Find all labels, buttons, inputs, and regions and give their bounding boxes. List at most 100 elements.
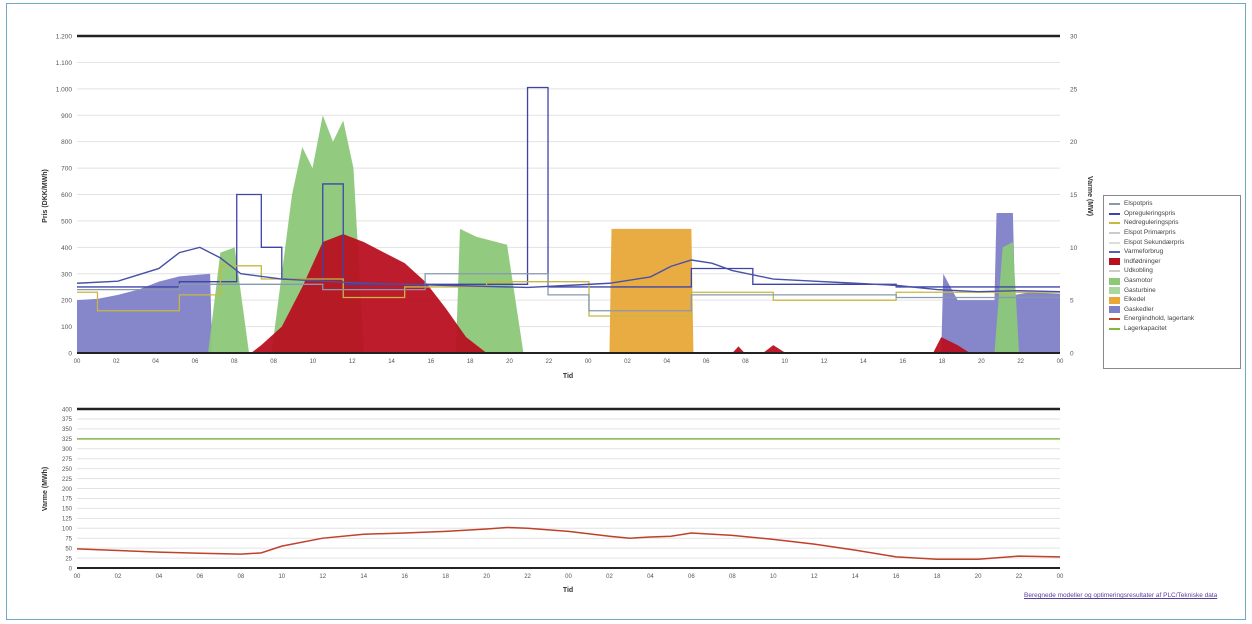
legend-swatch xyxy=(1109,222,1120,225)
bottom-y-tick-label: 0 xyxy=(69,566,73,572)
series-area-indf-dninger xyxy=(251,234,970,353)
legend-swatch xyxy=(1109,212,1120,215)
legend-label: Elspotpris xyxy=(1124,200,1153,208)
bottom-y-tick-label: 400 xyxy=(62,407,73,413)
bottom-y-tick-label: 250 xyxy=(62,467,73,473)
legend-label: Indfødninger xyxy=(1124,257,1161,265)
bottom-x-tick-label: 18 xyxy=(442,574,449,580)
bottom-x-tick-label: 16 xyxy=(401,574,408,580)
legend-item: Elspotpris xyxy=(1109,200,1235,209)
series-area-elkedel xyxy=(609,228,694,353)
legend-swatch xyxy=(1109,287,1120,295)
legend-label: Elspot Sekundærpris xyxy=(1124,238,1185,246)
bottom-y-tick-label: 25 xyxy=(65,556,72,562)
top-x-tick-label: 08 xyxy=(742,359,749,365)
top-y-tick-label: 400 xyxy=(61,245,72,252)
legend-label: Nedreguleringspris xyxy=(1124,219,1179,227)
bottom-x-tick-label: 10 xyxy=(278,574,285,580)
legend-item: Opreguleringspris xyxy=(1109,210,1235,219)
legend-label: Gasturbine xyxy=(1124,286,1156,294)
top-x-tick-label: 20 xyxy=(506,359,513,365)
bottom-x-tick-label: 14 xyxy=(360,574,367,580)
top-y2-tick-label: 0 xyxy=(1070,351,1074,358)
legend-swatch xyxy=(1109,277,1120,285)
bottom-x-tick-label: 22 xyxy=(524,574,531,580)
top-chart-lines xyxy=(76,86,1061,317)
top-y-tick-label: 100 xyxy=(61,324,72,331)
legend-swatch xyxy=(1109,251,1120,254)
top-y-tick-label: 1.200 xyxy=(56,34,73,41)
bottom-x-tick-label: 02 xyxy=(606,574,613,580)
legend-label: Udkobling xyxy=(1124,267,1153,275)
legend-item: Indfødninger xyxy=(1109,258,1235,267)
top-y-tick-label: 1.000 xyxy=(56,86,73,93)
bottom-chart-grid xyxy=(77,407,1060,569)
top-y2-tick-label: 10 xyxy=(1070,245,1078,252)
series-line-elspotpris xyxy=(77,273,1060,312)
legend-swatch xyxy=(1109,203,1120,206)
legend-label: Opreguleringspris xyxy=(1124,209,1176,217)
chart-legend: Elspotpris Opreguleringspris Nedregulering… xyxy=(1103,195,1241,369)
legend-swatch xyxy=(1109,318,1120,321)
legend-item: Gaskedler xyxy=(1109,306,1235,315)
top-x-axis-label: Tid xyxy=(563,373,573,380)
legend-item: Elkedel xyxy=(1109,296,1235,305)
legend-item: Gasturbine xyxy=(1109,286,1235,295)
bottom-x-tick-label: 04 xyxy=(156,574,163,580)
legend-item: Nedreguleringspris xyxy=(1109,219,1235,228)
top-x-tick-label: 22 xyxy=(545,359,552,365)
top-y-tick-label: 0 xyxy=(68,351,72,358)
top-y2-tick-label: 30 xyxy=(1070,34,1078,41)
bottom-y-tick-label: 175 xyxy=(62,497,73,503)
legend-label: Elkedel xyxy=(1124,296,1146,304)
top-x-tick-label: 12 xyxy=(349,359,356,365)
bottom-y-tick-label: 100 xyxy=(62,527,73,533)
legend-swatch xyxy=(1109,258,1120,266)
top-x-tick-label: 10 xyxy=(310,359,317,365)
top-x-tick-label: 10 xyxy=(781,359,788,365)
bottom-chart-lines xyxy=(76,438,1061,561)
top-x-tick-label: 00 xyxy=(585,359,592,365)
top-x-tick-label: 08 xyxy=(270,359,277,365)
bottom-y-tick-label: 300 xyxy=(62,447,73,453)
bottom-y-tick-label: 125 xyxy=(62,517,73,523)
top-x-tick-label: 18 xyxy=(467,359,474,365)
legend-swatch xyxy=(1109,306,1120,314)
legend-swatch xyxy=(1109,296,1120,304)
legend-swatch xyxy=(1109,270,1120,273)
series-line-energiindhold-lagertank xyxy=(76,526,1061,561)
top-x-tick-label: 08 xyxy=(231,359,238,365)
top-y-tick-label: 900 xyxy=(61,113,72,120)
top-y2-tick-label: 20 xyxy=(1070,139,1078,146)
top-y-axis-label: Pris (DKK/MWh) xyxy=(42,169,49,223)
top-y-tick-label: 1.100 xyxy=(56,60,73,67)
bottom-y-tick-label: 50 xyxy=(65,546,72,552)
legend-swatch xyxy=(1109,241,1120,244)
bottom-x-tick-label: 20 xyxy=(975,574,982,580)
legend-label: Lagerkapacitet xyxy=(1124,325,1167,333)
bottom-x-tick-label: 16 xyxy=(893,574,900,580)
top-x-tick-label: 06 xyxy=(703,359,710,365)
bottom-x-tick-label: 12 xyxy=(319,574,326,580)
top-x-tick-label: 04 xyxy=(663,359,670,365)
top-y2-axis-label: Varme (MW) xyxy=(1086,176,1093,216)
bottom-chart-axes: 0 25 50 75 100 125 150 175 200 225 250 275 300 325 350… xyxy=(62,407,1064,580)
bottom-x-tick-label: 10 xyxy=(770,574,777,580)
top-x-tick-label: 00 xyxy=(1057,359,1064,365)
bottom-x-tick-label: 14 xyxy=(852,574,859,580)
top-x-tick-label: 14 xyxy=(860,359,867,365)
bottom-x-tick-label: 06 xyxy=(688,574,695,580)
bottom-x-tick-label: 04 xyxy=(647,574,654,580)
legend-item: Energiindhold, lagertank xyxy=(1109,315,1235,324)
top-y-tick-label: 500 xyxy=(61,218,72,225)
bottom-y-tick-label: 325 xyxy=(62,437,73,443)
top-y-tick-label: 200 xyxy=(61,298,72,305)
bottom-y-tick-label: 350 xyxy=(62,427,73,433)
bottom-y-tick-label: 225 xyxy=(62,477,73,483)
bottom-x-tick-label: 06 xyxy=(197,574,204,580)
legend-item: Lagerkapacitet xyxy=(1109,325,1235,334)
footnote-link[interactable]: Beregnede modeller og optimeringsresulta… xyxy=(1024,592,1218,599)
top-x-tick-label: 14 xyxy=(388,359,395,365)
legend-item: Gasmotor xyxy=(1109,277,1235,286)
